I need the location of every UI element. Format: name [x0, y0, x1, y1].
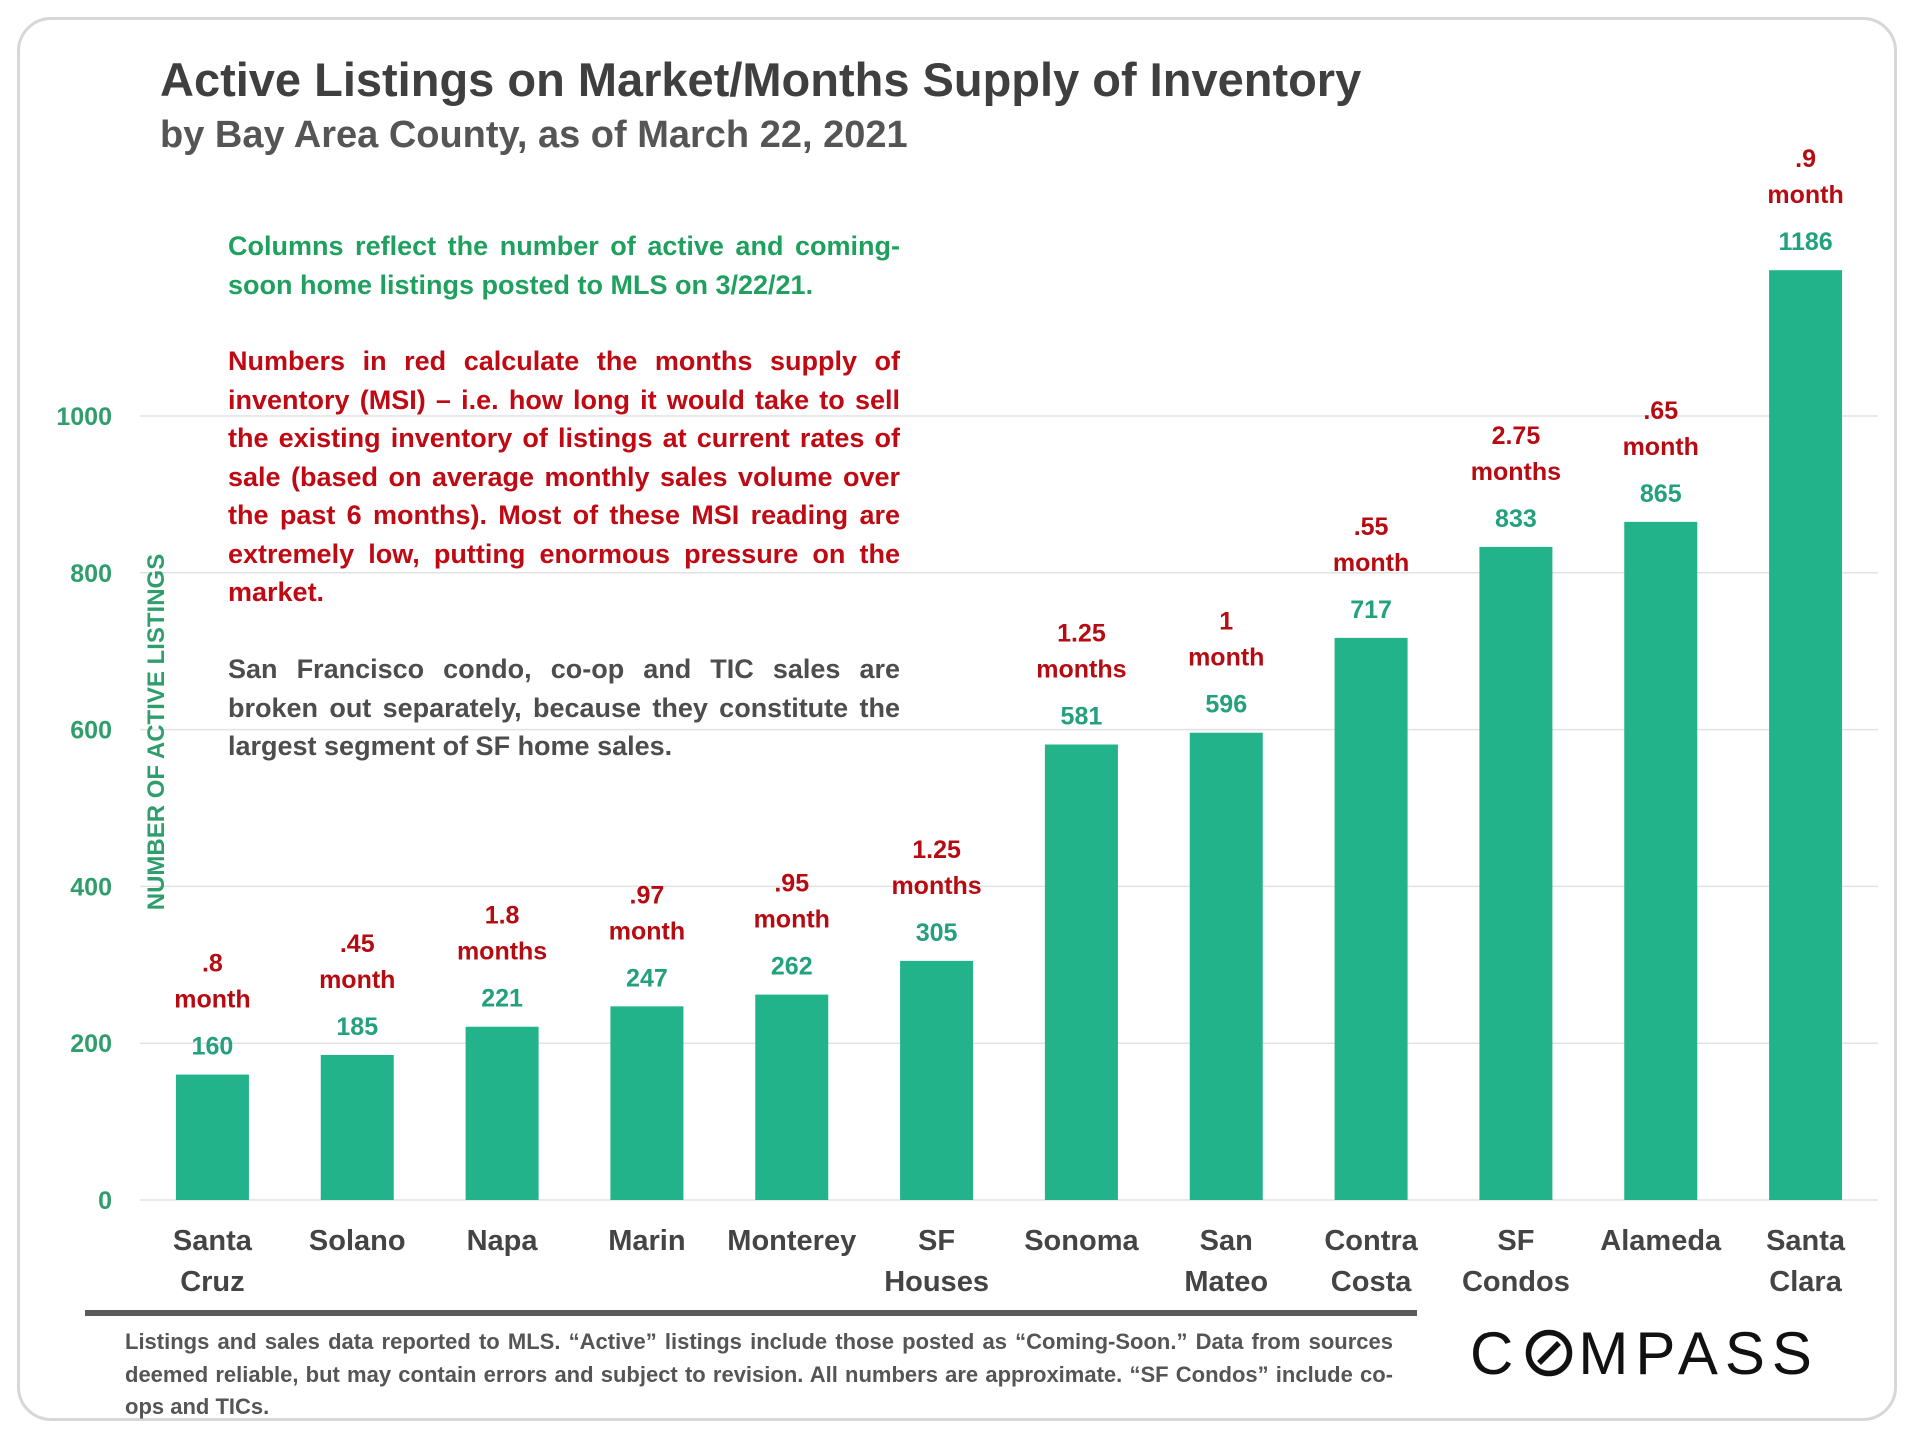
bar-value-label: 865 [1640, 480, 1682, 508]
x-category-label: Santa [1766, 1225, 1846, 1257]
msi-annotation: 1.8 [485, 902, 520, 930]
msi-annotation: .97 [630, 881, 665, 909]
x-category-label: San [1200, 1225, 1253, 1257]
msi-annotation: month [754, 906, 830, 934]
msi-annotation: month [319, 966, 395, 994]
x-category-label: Clara [1769, 1266, 1842, 1298]
bar [320, 1054, 394, 1200]
bar-value-label: 833 [1495, 505, 1537, 533]
bar [465, 1026, 539, 1200]
msi-annotation: month [1188, 644, 1264, 672]
msi-annotation: .55 [1354, 513, 1389, 541]
bar-value-label: 581 [1061, 702, 1103, 730]
chart-title: Active Listings on Market/Months Supply … [160, 53, 1362, 106]
msi-annotation: month [609, 917, 685, 945]
x-category-label: Napa [467, 1225, 539, 1257]
msi-annotation: months [1036, 655, 1126, 683]
bar-value-label: 596 [1205, 691, 1247, 719]
bar [610, 1006, 684, 1200]
x-category-label: SF [1497, 1225, 1534, 1257]
msi-annotation: month [1767, 181, 1843, 209]
msi-annotation: months [891, 872, 981, 900]
compass-logo: C MPASS [1470, 1318, 1819, 1388]
bar [1769, 270, 1843, 1200]
y-axis-label: NUMBER OF ACTIVE LISTINGS [143, 553, 170, 911]
bar [175, 1074, 249, 1200]
bar [1334, 637, 1408, 1200]
bar [900, 960, 974, 1200]
bar-value-label: 247 [626, 964, 668, 992]
bar-value-label: 305 [916, 919, 958, 947]
bar [1044, 744, 1118, 1200]
msi-annotation: .45 [340, 930, 375, 958]
bar [1624, 521, 1698, 1200]
x-category-label: Alameda [1600, 1225, 1722, 1257]
msi-annotation: month [174, 986, 250, 1014]
footer-divider [85, 1310, 1417, 1316]
x-category-label: Mateo [1184, 1266, 1268, 1298]
bar-value-label: 262 [771, 953, 813, 981]
msi-annotation: .95 [774, 870, 809, 898]
bar-value-label: 1186 [1778, 228, 1832, 256]
logo-text-end: MPASS [1578, 1319, 1819, 1387]
x-category-label: Monterey [727, 1225, 856, 1257]
footnote: Listings and sales data reported to MLS.… [125, 1329, 1393, 1419]
x-category-label: SF [918, 1225, 955, 1257]
msi-annotation: 1.25 [912, 836, 961, 864]
bar [1479, 546, 1553, 1200]
bar-value-label: 185 [336, 1013, 378, 1041]
msi-annotation: .9 [1795, 145, 1816, 173]
y-tick-label: 800 [70, 560, 112, 588]
y-tick-label: 400 [70, 873, 112, 901]
chart-frame [17, 17, 1897, 1421]
x-category-label: Houses [884, 1266, 989, 1298]
y-tick-label: 600 [70, 717, 112, 745]
x-category-label: Santa [173, 1225, 253, 1257]
msi-annotation: month [1623, 433, 1699, 461]
msi-annotation: 1 [1219, 608, 1233, 636]
x-category-label: Marin [608, 1225, 685, 1257]
x-category-label: Contra [1324, 1225, 1418, 1257]
x-category-label: Condos [1462, 1266, 1570, 1298]
x-category-label: Solano [309, 1225, 406, 1257]
msi-annotation: months [457, 938, 547, 966]
x-category-label: Costa [1331, 1266, 1412, 1298]
bar-value-label: 717 [1350, 596, 1392, 624]
x-category-label: Cruz [180, 1266, 244, 1298]
bar-value-label: 221 [481, 985, 523, 1013]
msi-annotation: 2.75 [1492, 422, 1541, 450]
msi-annotation: .8 [202, 950, 223, 978]
note-columns-explanation: Columns reflect the number of active and… [228, 231, 900, 300]
y-tick-label: 0 [98, 1187, 112, 1215]
y-tick-label: 200 [70, 1030, 112, 1058]
chart-subtitle: by Bay Area County, as of March 22, 2021 [160, 114, 908, 156]
note-sf-breakout: San Francisco condo, co-op and TIC sales… [228, 654, 900, 761]
bar [1189, 732, 1263, 1200]
bar-value-label: 160 [192, 1033, 234, 1061]
compass-o-icon [1526, 1329, 1573, 1377]
x-category-label: Sonoma [1024, 1225, 1139, 1257]
msi-annotation: .65 [1643, 397, 1678, 425]
logo-text-start: C [1470, 1319, 1521, 1387]
msi-annotation: month [1333, 549, 1409, 577]
msi-annotation: 1.25 [1057, 619, 1106, 647]
note-msi-explanation: Numbers in red calculate the months supp… [228, 346, 900, 607]
msi-annotation: months [1471, 458, 1561, 486]
bar [755, 994, 829, 1200]
y-tick-label: 1000 [56, 403, 112, 431]
